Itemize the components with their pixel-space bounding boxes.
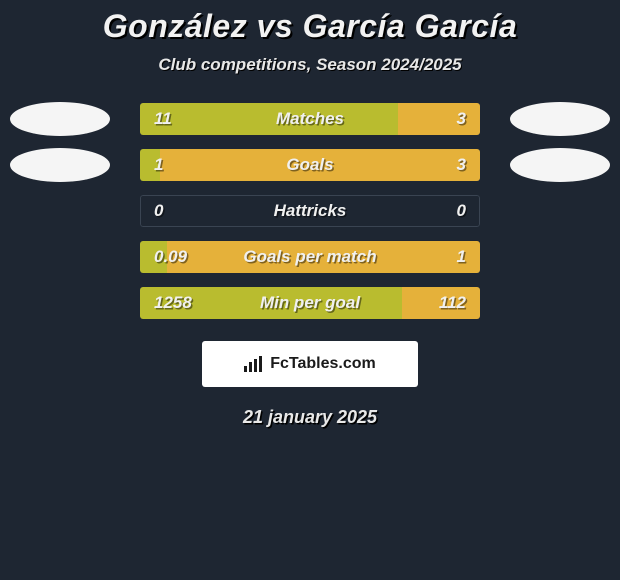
stats-list: 11 Matches 3 1 Goals 3 0 Hattricks 0 0.09 Goals pe… (0, 103, 620, 319)
stat-bar: 0.09 Goals per match 1 (140, 241, 480, 273)
comparison-card: González vs García García Club competiti… (0, 0, 620, 428)
date-label: 21 january 2025 (0, 407, 620, 428)
stat-bar: 1 Goals 3 (140, 149, 480, 181)
stat-bar: 11 Matches 3 (140, 103, 480, 135)
stat-label: Goals (286, 155, 333, 175)
stat-label: Goals per match (243, 247, 376, 267)
stat-row: 0.09 Goals per match 1 (0, 241, 620, 273)
stat-value-left: 0.09 (154, 247, 187, 267)
stat-row: 1 Goals 3 (0, 149, 620, 181)
player-avatar-right (510, 102, 610, 136)
player-avatar-left (10, 148, 110, 182)
stat-value-right: 0 (457, 201, 466, 221)
stat-row: 0 Hattricks 0 (0, 195, 620, 227)
stat-row: 1258 Min per goal 112 (0, 287, 620, 319)
stat-bar: 0 Hattricks 0 (140, 195, 480, 227)
stat-value-left: 11 (154, 109, 172, 129)
page-subtitle: Club competitions, Season 2024/2025 (0, 55, 620, 75)
chart-icon (244, 356, 264, 372)
stat-bar: 1258 Min per goal 112 (140, 287, 480, 319)
stat-value-left: 1258 (154, 293, 192, 313)
stat-value-right: 1 (457, 247, 466, 267)
brand-text: FcTables.com (270, 355, 376, 373)
stat-value-right: 3 (457, 155, 466, 175)
stat-row: 11 Matches 3 (0, 103, 620, 135)
stat-label: Hattricks (274, 201, 347, 221)
stat-value-left: 0 (154, 201, 163, 221)
stat-label: Matches (276, 109, 344, 129)
player-avatar-right (510, 148, 610, 182)
stat-label: Min per goal (260, 293, 360, 313)
player-avatar-left (10, 102, 110, 136)
stat-value-right: 3 (457, 109, 466, 129)
stat-bar-left (140, 103, 398, 135)
stat-value-left: 1 (154, 155, 163, 175)
stat-bar-right (398, 103, 480, 135)
brand-badge[interactable]: FcTables.com (202, 341, 418, 387)
stat-value-right: 112 (439, 293, 466, 313)
page-title: González vs García García (0, 8, 620, 45)
